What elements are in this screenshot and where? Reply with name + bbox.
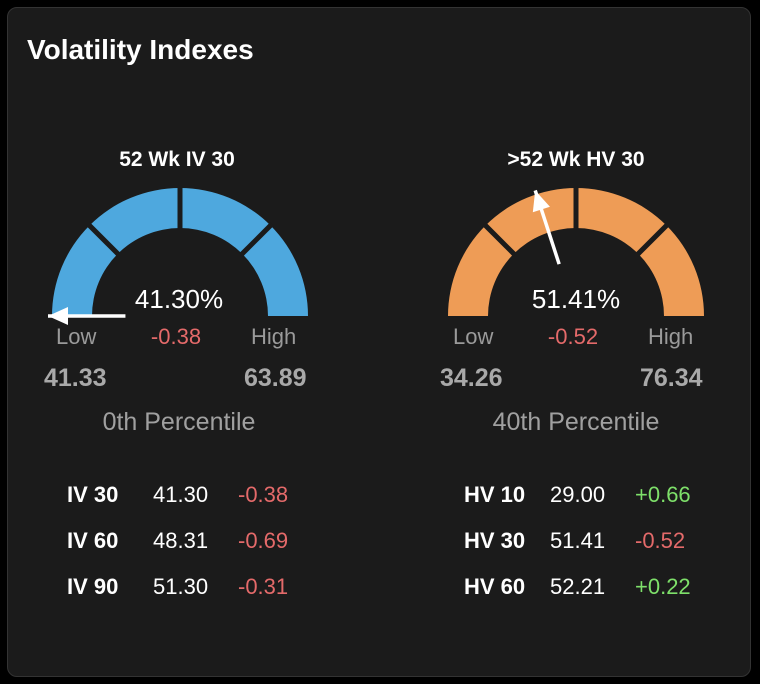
- row-change: -0.38: [238, 482, 289, 507]
- row-key: IV 60: [67, 528, 119, 553]
- gauge-band: [448, 188, 704, 316]
- row-change: -0.52: [635, 528, 686, 553]
- gauge-needle-head: [532, 190, 550, 213]
- row-change: -0.31: [238, 574, 289, 599]
- percentile: 40th Percentile: [492, 408, 660, 436]
- gauge-change: -0.52: [547, 324, 599, 349]
- percentile: 0th Percentile: [102, 408, 256, 436]
- row-value: 51.30: [153, 574, 209, 599]
- row-key: HV 60: [464, 574, 526, 599]
- low-label: Low: [453, 324, 494, 349]
- row-value: 52.21: [550, 574, 606, 599]
- gauge-divider: [635, 222, 670, 257]
- row-change: -0.69: [238, 528, 289, 553]
- low-value: 41.33: [44, 364, 107, 392]
- row-value: 41.30: [153, 482, 209, 507]
- row-value: 29.00: [550, 482, 606, 507]
- row-key: HV 30: [464, 528, 526, 553]
- gauge-label: >52 Wk HV 30: [507, 148, 645, 171]
- iv-gauge-dial: [48, 186, 308, 325]
- hv-gauge-section: >52 Wk HV 30 51.41% Low -0.52 High 34.26…: [380, 0, 760, 684]
- gauge-value: 51.41%: [531, 284, 621, 314]
- gauge-label: 52 Wk IV 30: [119, 148, 235, 171]
- low-label: Low: [56, 324, 97, 349]
- row-value: 51.41: [550, 528, 606, 553]
- gauge-value: 41.30%: [134, 284, 224, 314]
- row-value: 48.31: [153, 528, 209, 553]
- row-key: HV 10: [464, 482, 526, 507]
- hv-gauge-dial: [448, 186, 704, 316]
- high-label: High: [251, 324, 297, 349]
- high-value: 63.89: [244, 364, 307, 392]
- iv-gauge-section: 52 Wk IV 30 41.30% Low -0.38 High 41.33 …: [44, 148, 308, 599]
- high-label: High: [648, 324, 694, 349]
- gauge-divider: [482, 222, 517, 257]
- gauge-change: -0.38: [150, 324, 202, 349]
- panel-title: Volatility Indexes: [27, 34, 254, 65]
- gauge-divider: [239, 222, 274, 257]
- gauge-band: [52, 188, 308, 316]
- gauge-needle-head: [48, 307, 68, 325]
- row-change: +0.22: [635, 574, 691, 599]
- high-value: 76.34: [640, 364, 703, 392]
- row-key: IV 90: [67, 574, 119, 599]
- gauge-divider: [86, 222, 121, 257]
- volatility-panel: [7, 7, 751, 677]
- row-key: IV 30: [67, 482, 119, 507]
- low-value: 34.26: [440, 364, 503, 392]
- row-change: +0.66: [635, 482, 691, 507]
